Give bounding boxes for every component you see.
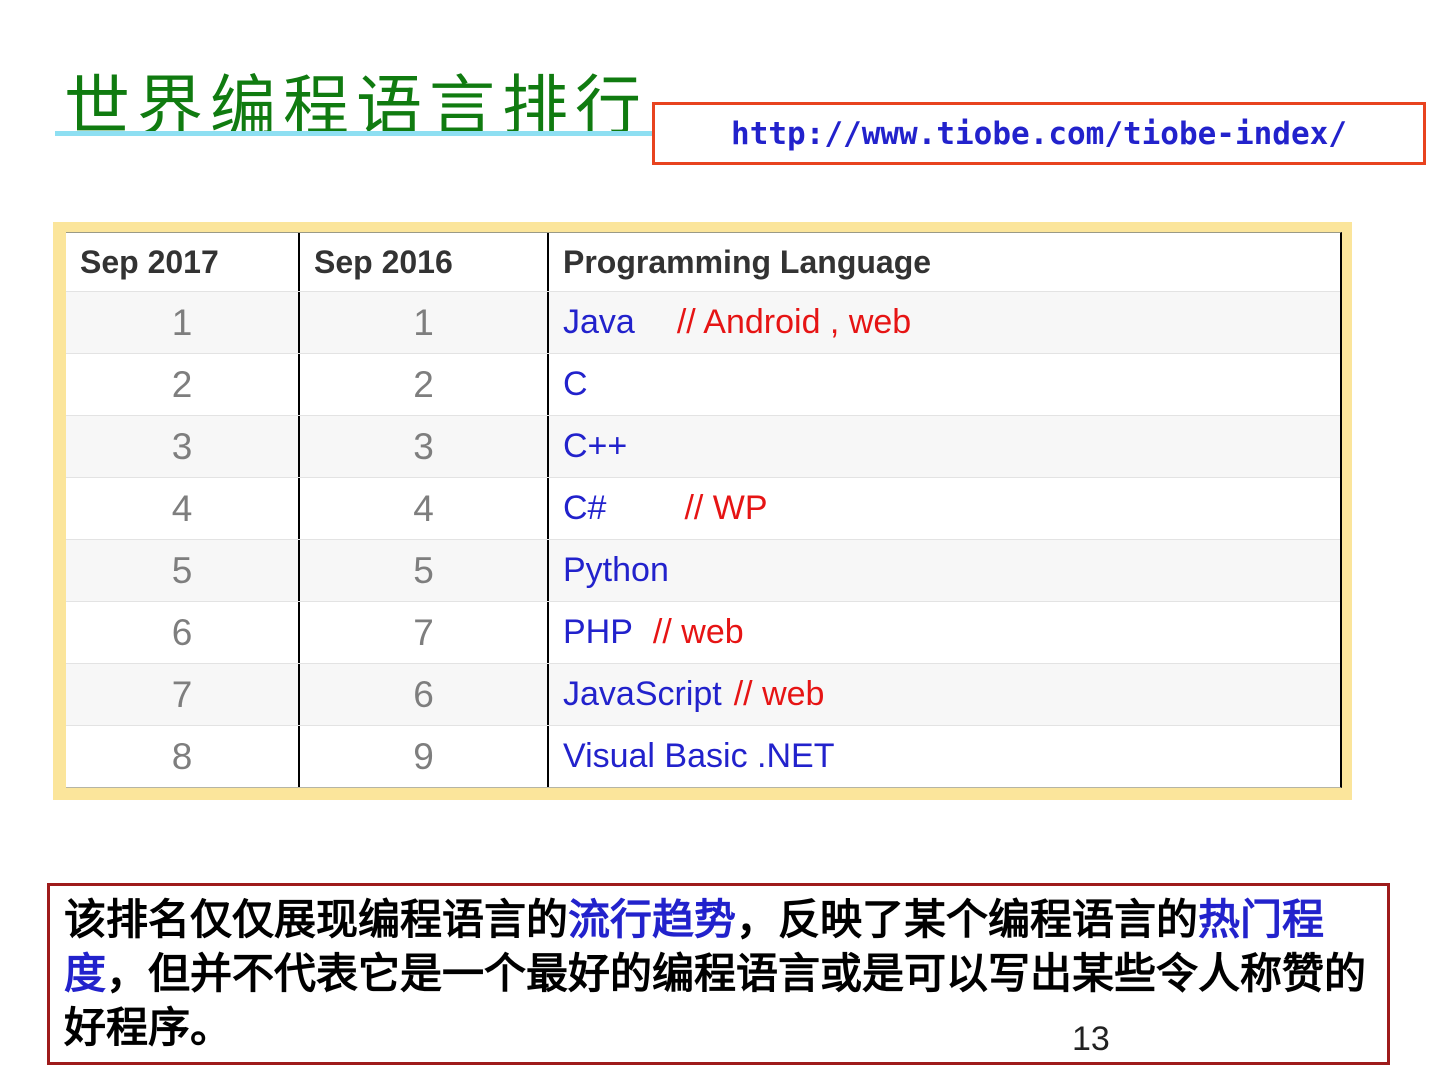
rank-2016: 2	[298, 354, 547, 415]
table-row: 3 3 C++	[66, 415, 1340, 477]
language-name: C	[563, 365, 588, 403]
note-line: 好程序。	[64, 1001, 1373, 1055]
language-comment: // WP	[684, 489, 768, 527]
language-cell: C++	[547, 416, 1340, 477]
rank-2017: 8	[171, 735, 193, 777]
language-cell: C	[547, 354, 1340, 415]
language-cell: Python	[547, 540, 1340, 601]
language-comment: // web	[733, 675, 825, 713]
language-cell: PHP // web	[547, 602, 1340, 663]
table-header-row: Sep 2017 Sep 2016 Programming Language	[66, 233, 1340, 291]
note-text: 该排名仅仅展现编程语言的	[64, 895, 569, 944]
note-text: ，但并不代表它是一个最好的编程语言或是可以写出某些令人称赞的	[106, 949, 1367, 998]
rank-2016: 7	[298, 602, 547, 663]
tiobe-url-link[interactable]: http://www.tiobe.com/tiobe-index/	[731, 115, 1347, 152]
language-name: JavaScript	[563, 675, 722, 713]
language-cell: JavaScript // web	[547, 664, 1340, 725]
rank-2017: 4	[171, 487, 193, 529]
table-row: 5 5 Python	[66, 539, 1340, 601]
language-name: Python	[563, 551, 669, 589]
rank-2017: 5	[171, 549, 193, 591]
page-title: 世界编程语言排行	[64, 68, 648, 146]
table-row: 7 6 JavaScript // web	[66, 663, 1340, 725]
rank-2017: 7	[171, 673, 193, 715]
rank-2016: 1	[298, 292, 547, 353]
rank-2016: 3	[298, 416, 547, 477]
page-number: 13	[1072, 1020, 1110, 1058]
language-name: C#	[563, 489, 607, 527]
rank-2017: 2	[171, 363, 193, 405]
note-line: 度，但并不代表它是一个最好的编程语言或是可以写出某些令人称赞的	[64, 947, 1373, 1001]
table-row: 8 9 Visual Basic .NET	[66, 725, 1340, 787]
language-comment: // Android , web	[676, 303, 912, 341]
note-line: 该排名仅仅展现编程语言的流行趋势，反映了某个编程语言的热门程	[64, 893, 1373, 947]
note-text: 好程序。	[64, 1003, 233, 1052]
rank-2016: 6	[298, 664, 547, 725]
table-row: 6 7 PHP // web	[66, 601, 1340, 663]
rank-2016: 5	[298, 540, 547, 601]
language-name: Visual Basic .NET	[563, 737, 835, 775]
rank-2017: 1	[171, 301, 193, 343]
table-row: 1 1 Java // Android , web	[66, 291, 1340, 353]
note-text: ，反映了某个编程语言的	[736, 895, 1199, 944]
title-underline	[55, 131, 652, 136]
column-header-sep-2017: Sep 2017	[80, 243, 219, 280]
rank-2017: 3	[171, 425, 193, 467]
note-highlight: 度	[64, 949, 107, 998]
note-highlight: 热门程	[1198, 895, 1325, 944]
rank-2016: 9	[298, 726, 547, 787]
table-row: 4 4 C# // WP	[66, 477, 1340, 539]
language-cell: Java // Android , web	[547, 292, 1340, 353]
language-name: PHP	[563, 613, 633, 651]
table-row: 2 2 C	[66, 353, 1340, 415]
rank-2017: 6	[171, 611, 193, 653]
language-cell: Visual Basic .NET	[547, 726, 1340, 787]
column-header-sep-2016: Sep 2016	[298, 233, 547, 291]
language-cell: C# // WP	[547, 478, 1340, 539]
ranking-table: Sep 2017 Sep 2016 Programming Language 1…	[66, 232, 1342, 788]
ranking-table-frame: Sep 2017 Sep 2016 Programming Language 1…	[53, 222, 1352, 800]
language-comment: // web	[652, 613, 744, 651]
note-box: 该排名仅仅展现编程语言的流行趋势，反映了某个编程语言的热门程 度，但并不代表它是…	[47, 883, 1390, 1065]
rank-2016: 4	[298, 478, 547, 539]
tiobe-url-box[interactable]: http://www.tiobe.com/tiobe-index/	[652, 102, 1426, 165]
language-name: Java	[563, 303, 635, 341]
note-highlight: 流行趋势	[568, 895, 737, 944]
column-header-language: Programming Language	[547, 233, 1340, 291]
language-name: C++	[563, 427, 628, 465]
